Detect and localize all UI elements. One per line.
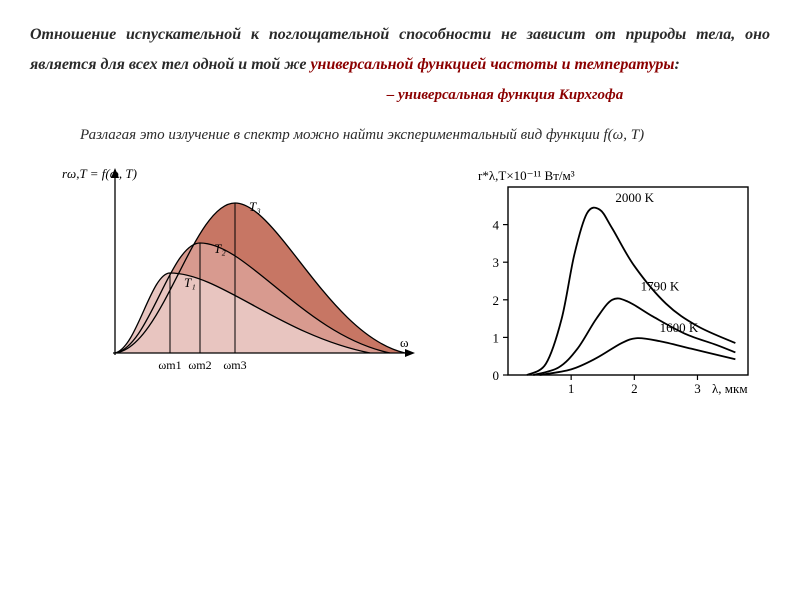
kirchhoff-caption: – универсальная функция Кирхгофа [240, 87, 770, 104]
svg-text:1: 1 [568, 381, 575, 396]
svg-text:2: 2 [493, 293, 500, 308]
svg-text:2000 K: 2000 K [615, 190, 654, 205]
svg-text:ωm2: ωm2 [188, 358, 211, 372]
svg-text:T₂: T₂ [214, 241, 226, 256]
para1-text-c: : [674, 56, 679, 73]
svg-text:λ, мкм: λ, мкм [712, 381, 748, 396]
paragraph-1: Отношение испускательной к поглощательно… [30, 20, 770, 81]
svg-text:T₁: T₁ [184, 275, 196, 290]
svg-text:ωm3: ωm3 [223, 358, 246, 372]
svg-text:ωm1: ωm1 [158, 358, 181, 372]
svg-text:r*λ,T×10⁻¹¹ Вт/м³: r*λ,T×10⁻¹¹ Вт/м³ [478, 168, 575, 183]
svg-text:T₃: T₃ [249, 199, 261, 214]
svg-text:1: 1 [493, 330, 500, 345]
left-chart: rω,T = f(ω, T) ω ωm1 ωm2 ωm3 T₁ T₂ T₃ [60, 163, 420, 403]
svg-text:3: 3 [493, 255, 500, 270]
svg-text:rω,T = f(ω, T): rω,T = f(ω, T) [62, 166, 137, 181]
right-chart: 1 2 3 0 1 2 3 4 r*λ,T×10⁻¹¹ Вт/м³ λ, мкм 2000 K 179… [460, 163, 760, 403]
svg-text:ω: ω [400, 335, 409, 350]
svg-text:2: 2 [631, 381, 638, 396]
svg-text:3: 3 [694, 381, 701, 396]
svg-text:1790 K: 1790 K [641, 278, 680, 293]
paragraph-2: Разлагая это излучение в спектр можно на… [80, 122, 740, 149]
svg-text:0: 0 [493, 368, 500, 383]
para1-text-b: универсальной функцией частоты и темпера… [310, 56, 674, 73]
svg-text:4: 4 [493, 217, 500, 232]
svg-text:1600 K: 1600 K [660, 320, 699, 335]
